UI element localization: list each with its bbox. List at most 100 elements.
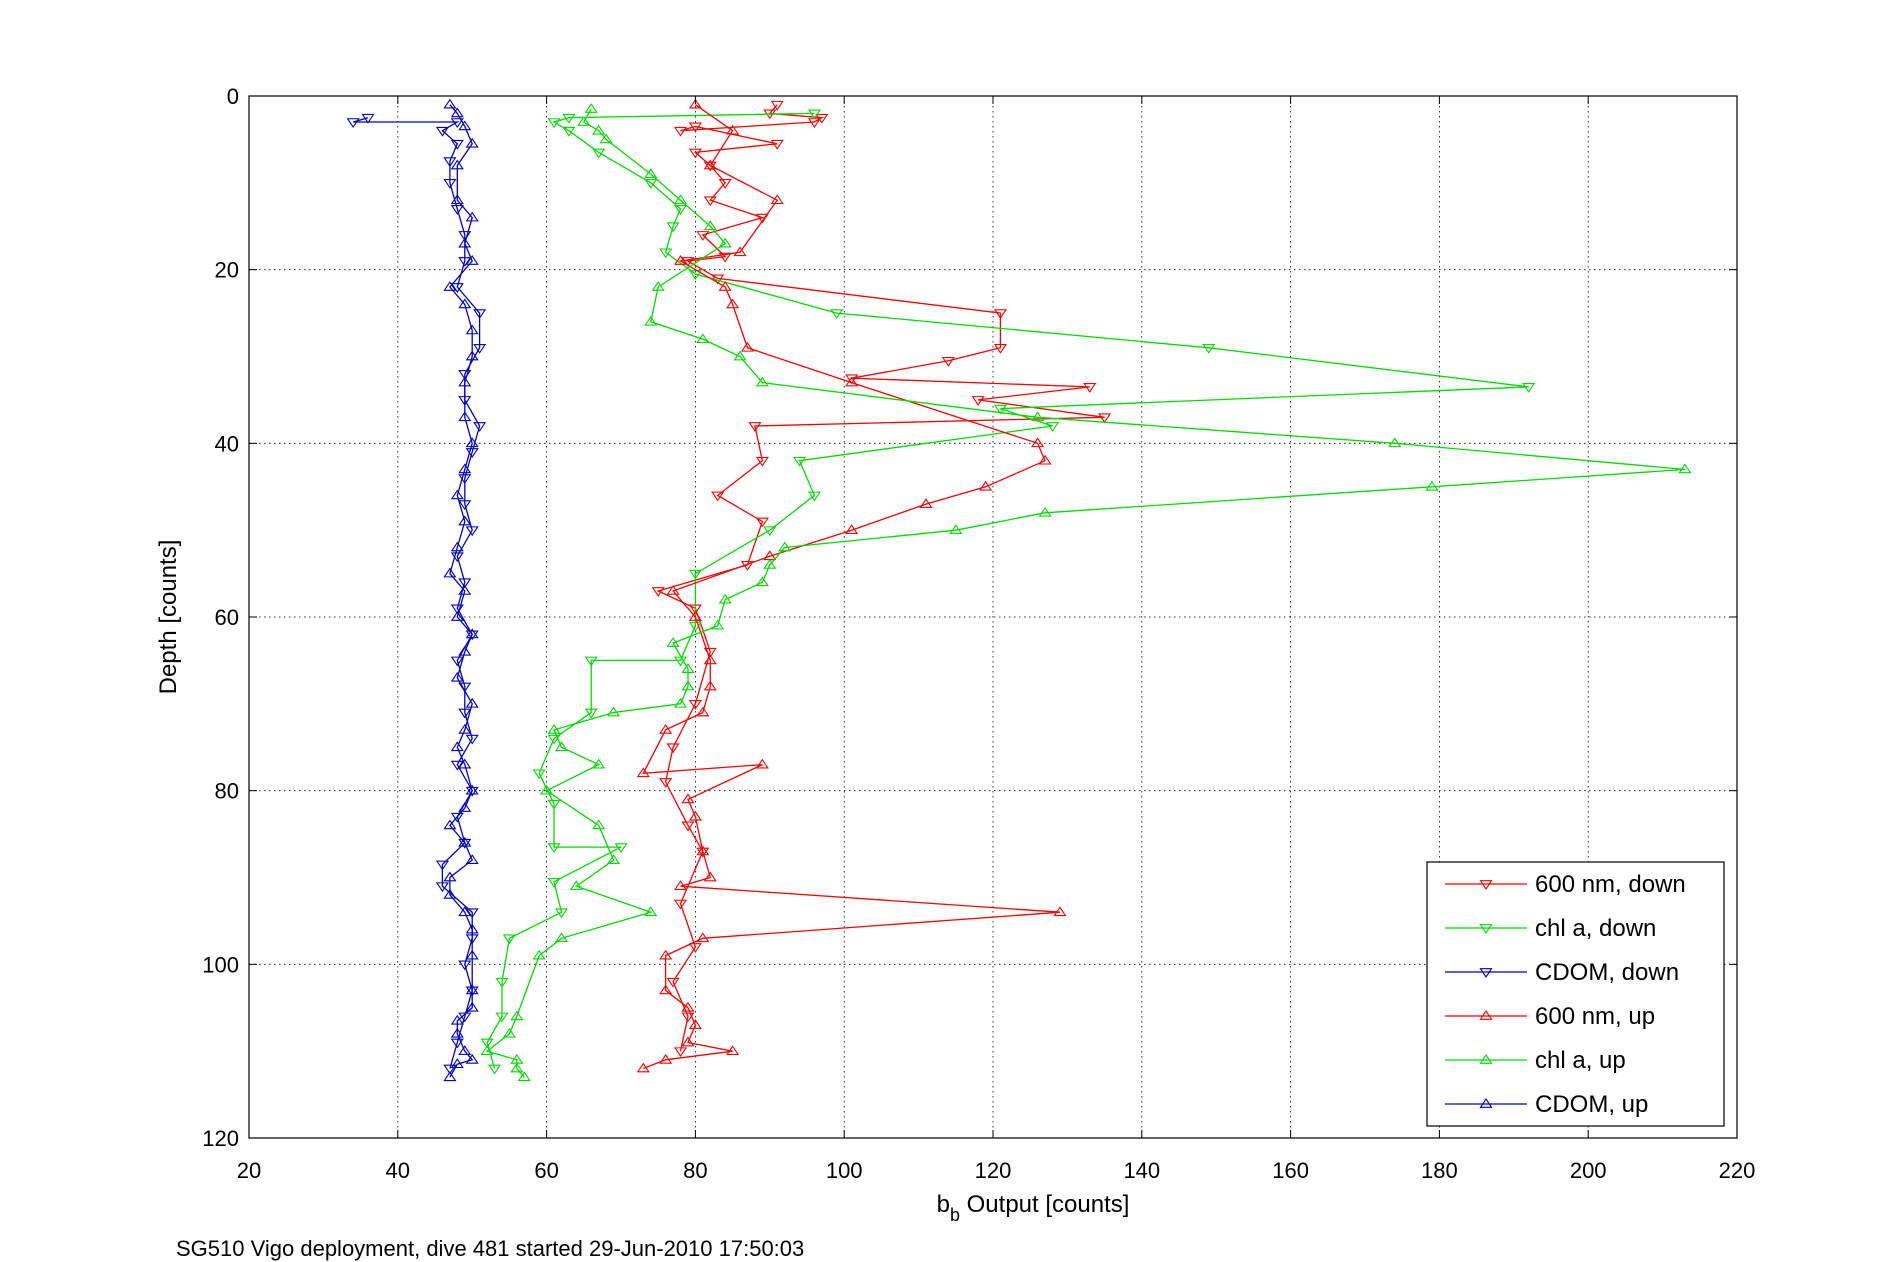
- data-point: [495, 977, 509, 988]
- data-point: [666, 743, 680, 754]
- data-point: [763, 558, 777, 569]
- data-point: [465, 137, 479, 148]
- data-point: [584, 656, 598, 667]
- y-axis-label: Depth [counts]: [155, 540, 182, 695]
- data-point: [681, 821, 695, 832]
- data-point: [830, 309, 844, 320]
- data-point: [435, 126, 449, 137]
- data-point: [636, 767, 650, 778]
- data-point: [592, 148, 606, 159]
- data-point: [1678, 463, 1692, 474]
- data-point: [688, 148, 702, 159]
- data-point: [673, 899, 688, 910]
- x-tick-label: 160: [1272, 1158, 1309, 1183]
- data-point: [458, 463, 472, 474]
- data-point: [450, 671, 464, 682]
- data-point: [443, 157, 457, 168]
- data-point: [584, 708, 598, 719]
- data-point: [666, 222, 680, 233]
- data-point: [450, 760, 464, 771]
- data-point: [599, 133, 613, 144]
- data-point: [703, 159, 717, 170]
- data-point: [458, 237, 472, 248]
- data-point: [473, 309, 487, 320]
- data-point: [465, 324, 479, 335]
- data-point: [696, 845, 710, 856]
- x-tick-label: 140: [1123, 1158, 1160, 1183]
- data-point: [547, 877, 561, 888]
- data-point: [458, 120, 472, 131]
- data-point: [450, 1058, 464, 1069]
- data-point: [465, 908, 479, 919]
- data-point: [681, 1036, 695, 1047]
- series-line: [353, 117, 481, 1069]
- data-point: [696, 847, 710, 858]
- data-point: [465, 211, 479, 222]
- data-point: [465, 984, 479, 995]
- data-point: [1522, 383, 1536, 393]
- data-point: [480, 1045, 494, 1056]
- data-point: [450, 541, 464, 552]
- axis-ticks: [248, 95, 1738, 1139]
- legend-marker: [1479, 1098, 1493, 1108]
- legend-item-1: chl a, down: [1445, 915, 1656, 942]
- data-point: [487, 1064, 502, 1075]
- data-point: [562, 126, 576, 137]
- data-point: [458, 578, 472, 589]
- data-point: [547, 843, 561, 854]
- data-point: [1031, 411, 1045, 422]
- data-point: [718, 237, 732, 248]
- data-point: [495, 1012, 509, 1023]
- data-point: [450, 107, 464, 118]
- data-point: [659, 1053, 673, 1064]
- data-point: [636, 1062, 650, 1073]
- data-point: [726, 124, 740, 135]
- x-axis-label-subscript: b: [950, 1205, 960, 1225]
- data-point: [673, 205, 688, 215]
- data-point: [718, 593, 732, 604]
- data-point: [793, 456, 807, 467]
- data-point: [458, 298, 472, 309]
- data-point: [450, 139, 464, 150]
- data-point: [458, 708, 472, 719]
- data-point: [733, 350, 747, 361]
- data-point: [510, 1062, 524, 1073]
- data-point: [607, 706, 621, 717]
- data-point: [465, 437, 479, 448]
- y-tick-label: 60: [215, 605, 239, 630]
- data-point: [465, 697, 479, 708]
- data-point: [450, 159, 464, 170]
- data-point: [644, 168, 658, 178]
- data-point: [480, 1038, 494, 1049]
- data-point: [949, 524, 963, 535]
- data-point: [941, 356, 955, 367]
- data-point: [450, 1014, 464, 1025]
- data-point: [1053, 906, 1067, 917]
- data-point: [547, 799, 561, 810]
- y-tick-label: 0: [227, 84, 239, 109]
- series-layer: [346, 98, 1692, 1082]
- data-point: [845, 374, 859, 385]
- data-point: [688, 1019, 702, 1029]
- y-tick-label: 100: [202, 952, 239, 977]
- data-point: [547, 723, 561, 734]
- data-point: [443, 1071, 457, 1082]
- data-point: [465, 854, 479, 864]
- series-4: [480, 103, 1692, 1082]
- data-point: [644, 906, 658, 917]
- data-point: [465, 734, 479, 745]
- data-point: [688, 98, 702, 109]
- data-point: [562, 113, 576, 124]
- data-point: [450, 656, 464, 667]
- data-point: [718, 252, 732, 263]
- data-point: [763, 526, 777, 537]
- data-point: [845, 524, 859, 535]
- data-point: [465, 923, 479, 934]
- data-point: [1202, 343, 1216, 354]
- data-point: [450, 489, 464, 500]
- data-point: [673, 1047, 688, 1058]
- data-point: [443, 888, 457, 899]
- data-point: [696, 706, 710, 717]
- x-tick-label: 100: [826, 1158, 863, 1183]
- data-point: [532, 769, 546, 780]
